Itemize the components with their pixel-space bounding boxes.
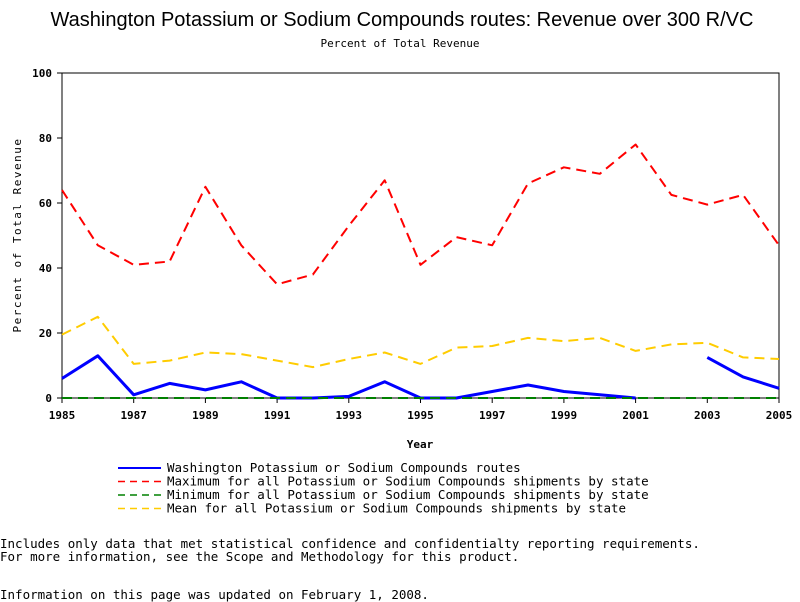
y-tick-label: 0 [45, 392, 52, 405]
series-line-2 [61, 143, 780, 286]
x-tick-label: 1995 [407, 409, 434, 422]
footnote-methodology: For more information, see the Scope and … [0, 549, 520, 564]
plot-frame [61, 72, 780, 399]
y-axis-label: Percent of Total Revenue [11, 138, 24, 333]
footnote-updated: Information on this page was updated on … [0, 587, 429, 602]
x-tick-label: 2005 [766, 409, 793, 422]
legend: Washington Potassium or Sodium Compounds… [118, 460, 649, 516]
series-line-1 [706, 356, 780, 390]
y-tick-label: 60 [39, 197, 52, 210]
footnote-confidence: Includes only data that met statistical … [0, 536, 700, 551]
legend-label-2: Maximum for all Potassium or Sodium Comp… [167, 474, 649, 489]
y-tick-label: 100 [32, 67, 52, 80]
x-tick-label: 1989 [192, 409, 219, 422]
series-line-1 [61, 354, 636, 400]
chart-title: Washington Potassium or Sodium Compounds… [51, 9, 754, 31]
chart-subtitle: Percent of Total Revenue [321, 37, 480, 50]
legend-label-3: Minimum for all Potassium or Sodium Comp… [167, 487, 649, 502]
x-tick-label: 1997 [479, 409, 506, 422]
x-tick-label: 1999 [551, 409, 578, 422]
y-tick-label: 80 [39, 132, 52, 145]
legend-label-1: Washington Potassium or Sodium Compounds… [167, 460, 521, 475]
x-tick-label: 1991 [264, 409, 291, 422]
y-axis: 0 20 40 60 80 100 [32, 67, 62, 405]
x-tick-label: 2001 [622, 409, 649, 422]
x-tick-label: 1987 [120, 409, 147, 422]
series-line-4 [61, 315, 780, 369]
y-tick-label: 20 [39, 327, 52, 340]
y-tick-label: 40 [39, 262, 52, 275]
legend-label-4: Mean for all Potassium or Sodium Compoun… [167, 501, 626, 516]
x-axis-label: Year [407, 438, 434, 451]
x-tick-label: 2003 [694, 409, 721, 422]
x-axis: 1985 1987 1989 1991 1993 1995 1997 1999 2001 2003… [49, 398, 793, 422]
x-tick-label: 1985 [49, 409, 76, 422]
series-layer [61, 143, 780, 400]
x-tick-label: 1993 [336, 409, 363, 422]
